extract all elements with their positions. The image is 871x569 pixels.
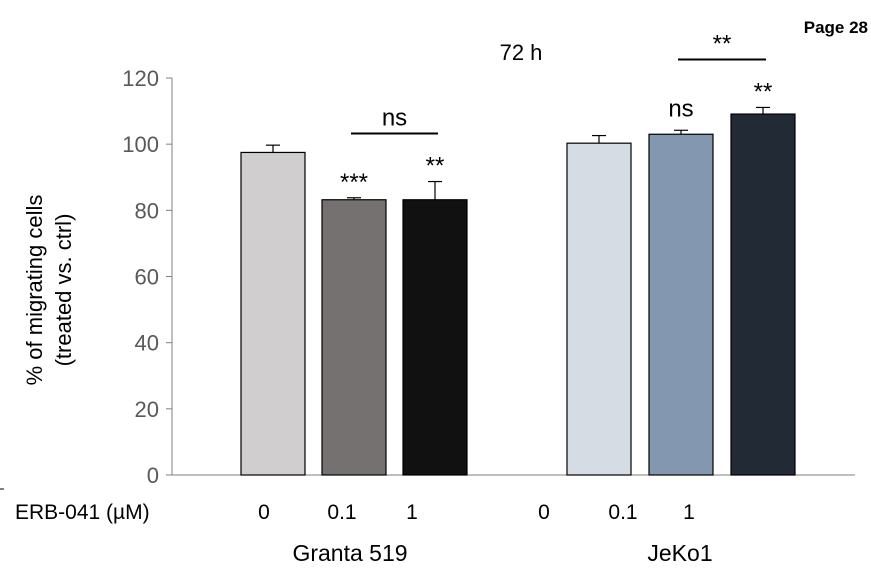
significance-marker: ** (426, 153, 445, 180)
y-axis-ticks: 0 20 40 60 80 100 120 (122, 66, 172, 488)
bar (321, 199, 387, 476)
dose-tick-label: 0 (258, 501, 270, 524)
comparison-label: ** (713, 30, 732, 57)
y-tick-label: 40 (135, 331, 159, 356)
y-axis-label-line2: (treated vs. ctrl) (51, 214, 76, 367)
bar (648, 133, 714, 476)
y-tick-label: 80 (135, 198, 159, 223)
significance-marker: ns (668, 95, 693, 122)
treatment-label: ERB-041 (µM) (15, 501, 150, 524)
bar (402, 199, 468, 476)
x-axis-labels: 0 0.1 1 Granta 519 0 0.1 1 JeKo1 (258, 501, 712, 566)
y-tick-label: 0 (147, 463, 159, 488)
chart-title: 72 h (500, 40, 543, 65)
significance-annotations: *****ns ns**** (340, 30, 772, 195)
dose-tick-label: 0.1 (327, 501, 356, 524)
significance-marker: *** (340, 169, 368, 196)
dose-tick-label: 0.1 (608, 501, 637, 524)
y-tick-label: 120 (122, 66, 159, 91)
comparison-label: ns (382, 105, 407, 132)
group-label: JeKo1 (647, 540, 712, 566)
y-axis-label-line1: % of migrating cells (22, 195, 47, 386)
page-label: Page 28 (804, 18, 868, 37)
y-tick-label: 20 (135, 397, 159, 422)
y-tick-label: 60 (135, 265, 159, 290)
dose-tick-label: 1 (683, 501, 695, 524)
dose-tick-label: 1 (406, 501, 418, 524)
dose-tick-label: 0 (538, 501, 550, 524)
group-label: Granta 519 (292, 540, 407, 566)
bars (240, 106, 796, 476)
y-tick-label: 100 (122, 132, 159, 157)
bar (566, 142, 632, 476)
significance-marker: ** (754, 78, 773, 105)
bar (240, 151, 306, 476)
bar (730, 113, 796, 476)
